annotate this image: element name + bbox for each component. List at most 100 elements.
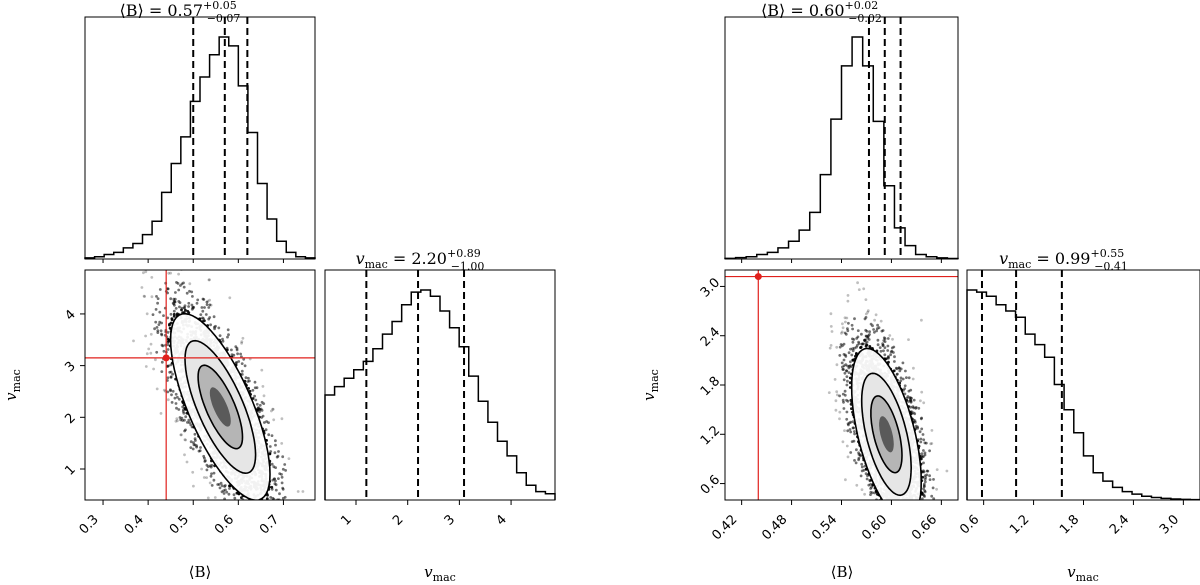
b-tick-label: 0.4 <box>122 512 147 537</box>
scatter-point <box>274 488 278 492</box>
scatter-point <box>253 386 257 390</box>
scatter-point <box>174 307 178 310</box>
scatter-point <box>208 481 212 485</box>
scatter-point <box>210 472 213 476</box>
scatter-point <box>840 361 844 365</box>
scatter-point <box>166 331 170 334</box>
scatter-point <box>872 328 875 331</box>
scatter-point <box>225 490 229 494</box>
scatter-point <box>207 278 211 282</box>
scatter-point <box>888 503 891 506</box>
scatter-point <box>208 464 212 468</box>
scatter-point <box>155 295 158 298</box>
scatter-point <box>904 506 907 509</box>
scatter-point <box>904 506 907 509</box>
v-hist-tick-label: 2 <box>390 512 406 528</box>
scatter-point <box>185 460 189 464</box>
scatter-point <box>240 496 243 499</box>
scatter-point <box>192 305 196 309</box>
scatter-point <box>166 376 170 380</box>
scatter-point <box>277 477 280 480</box>
joint-scatter-panel: 0.42 0.48 0.54 0.60 0.660.61.21.82.43.0 <box>698 269 959 543</box>
scatter-point <box>849 347 852 351</box>
scatter-point <box>196 298 200 302</box>
scatter-point <box>860 488 864 491</box>
scatter-point <box>899 379 903 383</box>
scatter-point <box>223 484 227 487</box>
scatter-point <box>217 483 221 486</box>
scatter-point <box>260 368 264 372</box>
scatter-point <box>853 430 856 433</box>
scatter-point <box>888 334 892 337</box>
scatter-point <box>181 405 185 409</box>
scatter-point <box>851 327 854 331</box>
scatter-point <box>895 503 898 506</box>
scatter-point <box>226 328 230 332</box>
scatter-point <box>829 325 833 328</box>
scatter-point <box>912 505 915 508</box>
scatter-point <box>902 501 905 504</box>
scatter-point <box>177 408 181 411</box>
scatter-point <box>169 375 173 379</box>
scatter-point <box>158 288 162 291</box>
scatter-point <box>853 317 856 321</box>
scatter-point <box>876 338 880 342</box>
scatter-point <box>260 416 263 419</box>
scatter-point <box>191 447 195 451</box>
scatter-point <box>223 497 226 500</box>
scatter-point <box>834 399 838 403</box>
scatter-point <box>882 349 885 353</box>
scatter-point <box>145 352 149 356</box>
scatter-point <box>213 327 217 331</box>
scatter-point <box>860 469 864 473</box>
scatter-point <box>226 335 229 339</box>
v-title-upper: +0.89 <box>447 247 481 260</box>
scatter-point <box>189 440 193 444</box>
scatter-point <box>895 503 898 506</box>
scatter-point <box>830 330 834 333</box>
v-title-symbol: v <box>356 249 365 268</box>
scatter-point <box>862 287 866 291</box>
scatter-point <box>160 370 164 373</box>
scatter-point <box>860 465 864 469</box>
scatter-point <box>875 329 878 333</box>
scatter-point <box>186 309 190 313</box>
scatter-point <box>230 348 233 352</box>
scatter-point <box>165 260 168 263</box>
v-tick-label: 2 <box>62 411 78 427</box>
scatter-point <box>201 297 205 301</box>
v-title-value: = 2.20 <box>388 249 447 268</box>
scatter-point <box>256 500 259 503</box>
scatter-point <box>186 421 189 424</box>
scatter-point <box>849 430 853 434</box>
scatter-point <box>244 376 248 379</box>
scatter-point <box>903 384 907 388</box>
scatter-point <box>190 303 194 307</box>
scatter-point <box>900 503 903 506</box>
scatter-point <box>899 376 903 380</box>
v-axis-label-symbol: v <box>424 563 433 581</box>
scatter-point <box>182 285 186 289</box>
scatter-point <box>262 402 266 405</box>
scatter-point <box>847 351 851 355</box>
scatter-point <box>259 407 263 411</box>
scatter-point <box>897 503 900 506</box>
scatter-point <box>203 319 206 323</box>
scatter-point <box>896 503 899 506</box>
scatter-point <box>167 271 171 275</box>
scatter-point <box>177 288 181 292</box>
scatter-point <box>153 327 157 331</box>
scatter-point <box>151 260 154 263</box>
scatter-point <box>170 393 173 397</box>
scatter-point <box>166 316 170 320</box>
scatter-point <box>296 490 300 493</box>
scatter-point <box>149 342 153 346</box>
b-axis-label: ⟨B⟩ <box>189 563 212 581</box>
scatter-point <box>844 332 848 336</box>
scatter-point <box>166 343 170 347</box>
scatter-point <box>218 486 222 490</box>
scatter-point <box>905 376 908 379</box>
v-tick-label: 4 <box>62 307 78 323</box>
scatter-point <box>154 320 158 324</box>
